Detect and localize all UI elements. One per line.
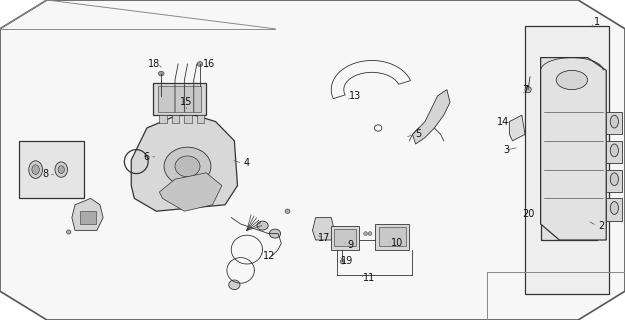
Ellipse shape [58,166,64,173]
Bar [172,115,179,123]
Text: 12: 12 [262,251,275,261]
Bar [159,115,167,123]
Ellipse shape [175,156,200,177]
Ellipse shape [229,280,240,290]
Text: 6: 6 [144,152,150,162]
Ellipse shape [29,161,42,179]
Bar [525,26,609,294]
Text: 19: 19 [341,256,353,266]
Polygon shape [412,90,450,144]
Bar [375,224,409,250]
Polygon shape [159,173,222,211]
Text: 3: 3 [503,145,509,156]
Bar [153,83,206,115]
Text: 14: 14 [497,116,509,127]
Text: 5: 5 [416,129,422,140]
Bar [80,211,96,224]
Bar [184,115,192,123]
Bar [158,86,201,112]
Ellipse shape [610,173,618,186]
Bar [331,226,359,250]
Polygon shape [72,198,103,230]
Text: 9: 9 [347,240,353,250]
Bar [334,229,356,246]
Polygon shape [541,58,606,240]
Text: 7: 7 [522,84,528,95]
Bar [606,141,622,163]
Text: 20: 20 [522,209,534,220]
Ellipse shape [525,86,531,93]
Text: 13: 13 [349,91,361,101]
Text: 11: 11 [362,273,375,284]
Text: 17: 17 [318,233,330,244]
Text: 10: 10 [391,238,403,248]
Bar [541,64,597,240]
Polygon shape [312,218,334,240]
Bar [606,198,622,221]
Ellipse shape [198,61,202,67]
Bar [19,141,84,198]
Bar [379,227,406,246]
Ellipse shape [364,232,368,236]
Bar [606,170,622,192]
Text: 8: 8 [42,169,49,180]
Text: 15: 15 [180,97,192,108]
Ellipse shape [340,260,345,264]
Ellipse shape [269,229,281,238]
Text: 1: 1 [594,17,601,28]
Ellipse shape [556,70,588,90]
Ellipse shape [159,71,164,76]
Ellipse shape [67,230,71,234]
Ellipse shape [257,221,268,230]
Text: 18: 18 [148,59,161,69]
Ellipse shape [285,209,290,213]
Polygon shape [131,112,238,211]
Text: 2: 2 [598,220,604,231]
Text: 16: 16 [203,59,216,69]
Text: 4: 4 [244,158,250,168]
Bar [197,115,204,123]
Ellipse shape [610,202,618,214]
Polygon shape [509,115,525,141]
Ellipse shape [32,165,39,174]
Ellipse shape [368,232,372,236]
Ellipse shape [164,147,211,186]
Bar [606,112,622,134]
Ellipse shape [55,162,68,177]
Ellipse shape [610,144,618,157]
Ellipse shape [610,115,618,128]
